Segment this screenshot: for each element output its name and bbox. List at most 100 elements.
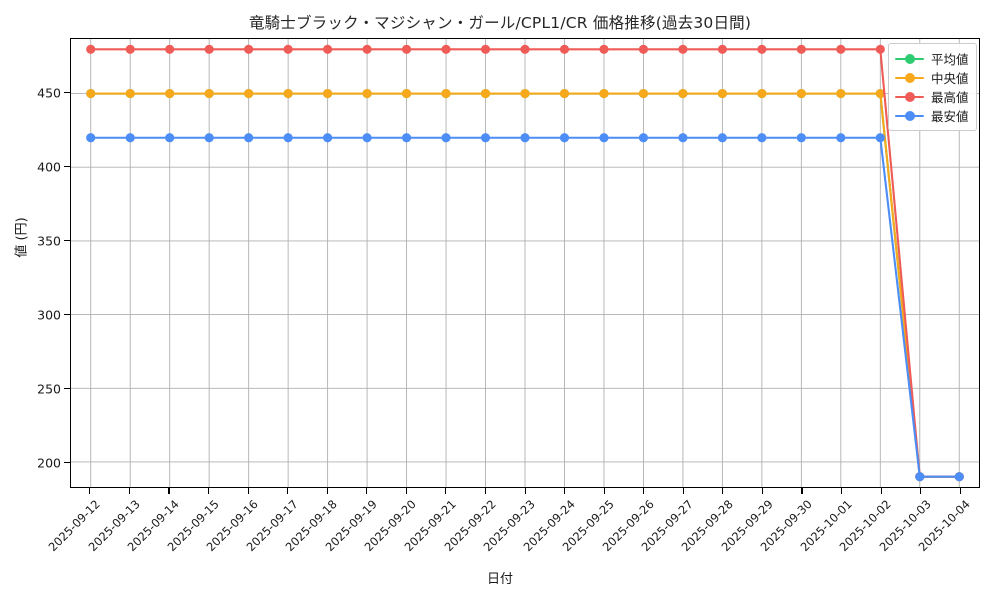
data-point — [125, 44, 135, 54]
legend-label: 平均値 — [931, 52, 969, 67]
data-point — [244, 133, 254, 143]
data-point — [441, 88, 451, 99]
data-point — [638, 44, 649, 54]
y-axis-tick-label: 450 — [37, 85, 61, 101]
x-axis-tick-labels: 2025-09-12 2025-09-13 2025-09-14 2025-09-15… — [46, 495, 980, 565]
legend-label: 最安値 — [931, 109, 969, 124]
y-axis-tick-mark — [64, 166, 70, 168]
legend-item-1[interactable]: 中央値 — [895, 68, 969, 87]
data-point — [875, 44, 885, 54]
x-axis-tick-mark — [841, 488, 843, 494]
y-axis-tick-marks — [63, 38, 70, 488]
data-point — [165, 44, 175, 54]
data-point — [520, 133, 530, 143]
x-axis-tick-mark — [682, 488, 684, 494]
data-point — [717, 133, 727, 143]
data-point — [244, 44, 254, 54]
data-point — [244, 88, 254, 99]
data-point — [323, 44, 333, 54]
data-point — [323, 88, 333, 99]
data-point — [875, 88, 885, 99]
data-point — [757, 44, 767, 54]
data-point — [362, 88, 372, 99]
x-axis-tick-mark — [168, 488, 170, 494]
data-point — [757, 88, 767, 99]
x-axis-tick-mark — [405, 488, 407, 494]
series-0 — [86, 88, 964, 482]
legend-label: 最高値 — [931, 90, 969, 105]
data-point — [401, 88, 412, 99]
data-point — [362, 44, 372, 54]
data-point — [796, 133, 806, 143]
data-point — [204, 133, 214, 143]
x-axis-tick-mark — [603, 488, 605, 494]
data-point — [559, 44, 570, 54]
data-point — [401, 133, 412, 143]
x-axis-label: 日付 — [486, 572, 513, 587]
series-3 — [86, 133, 964, 482]
x-axis-tick-mark — [247, 488, 249, 494]
x-axis-tick-mark — [366, 488, 368, 494]
data-point — [678, 44, 688, 54]
data-point — [599, 133, 609, 143]
data-point — [362, 133, 372, 143]
data-point — [875, 133, 885, 143]
legend-marker-icon — [895, 71, 924, 85]
data-point — [717, 88, 727, 99]
legend-item-3[interactable]: 最安値 — [895, 106, 969, 125]
data-point — [125, 133, 135, 143]
y-axis-tick-mark — [64, 92, 70, 94]
data-point — [86, 133, 96, 143]
data-point — [86, 88, 96, 99]
legend-marker-icon — [895, 90, 924, 104]
x-axis-tick-mark — [880, 488, 882, 494]
data-point — [836, 133, 846, 143]
chart-title: 竜騎士ブラック・マジシャン・ガール/CPL1/CR 価格推移(過去30日間) — [248, 14, 752, 32]
data-point — [678, 88, 688, 99]
x-axis-tick-mark — [959, 488, 961, 494]
data-point — [520, 88, 530, 99]
x-axis-tick-mark — [326, 488, 328, 494]
legend-item-0[interactable]: 平均値 — [895, 49, 969, 68]
plot-area — [70, 38, 980, 488]
data-point — [678, 133, 688, 143]
data-point — [559, 133, 570, 143]
legend-item-2[interactable]: 最高値 — [895, 87, 969, 106]
data-point — [796, 88, 806, 99]
data-point — [559, 88, 570, 99]
x-axis-tick-mark — [524, 488, 526, 494]
x-axis-tick-mark — [207, 488, 210, 494]
data-series-layer — [86, 44, 964, 482]
y-axis-tick-label: 250 — [37, 381, 61, 397]
data-point — [165, 133, 175, 143]
x-axis-tick-mark — [484, 488, 487, 494]
y-axis-tick-label: 400 — [37, 159, 61, 175]
data-point — [599, 44, 609, 54]
data-point — [165, 88, 175, 99]
data-point — [401, 44, 412, 54]
data-point — [836, 88, 846, 99]
y-axis-tick-label: 200 — [37, 455, 61, 471]
data-point — [836, 44, 846, 54]
x-axis-tick-mark — [801, 488, 803, 494]
data-point — [283, 44, 293, 54]
data-point — [125, 88, 135, 99]
y-axis-tick-mark — [64, 314, 70, 316]
data-point — [323, 133, 333, 143]
data-point — [204, 88, 214, 99]
series-2 — [86, 44, 964, 482]
legend-label: 中央値 — [931, 71, 969, 86]
x-axis-tick-mark — [89, 488, 91, 494]
x-axis-tick-mark — [920, 488, 922, 494]
chart-legend: 平均値中央値最高値最安値 — [888, 43, 977, 131]
series-1 — [86, 88, 964, 482]
data-point — [480, 44, 491, 54]
data-point — [915, 472, 925, 482]
data-point — [86, 44, 96, 54]
y-axis-tick-mark — [64, 462, 70, 464]
data-point — [954, 472, 964, 482]
x-axis-tick-mark — [128, 488, 130, 494]
x-axis-tick-mark — [722, 488, 724, 494]
x-axis-tick-mark — [564, 488, 566, 494]
